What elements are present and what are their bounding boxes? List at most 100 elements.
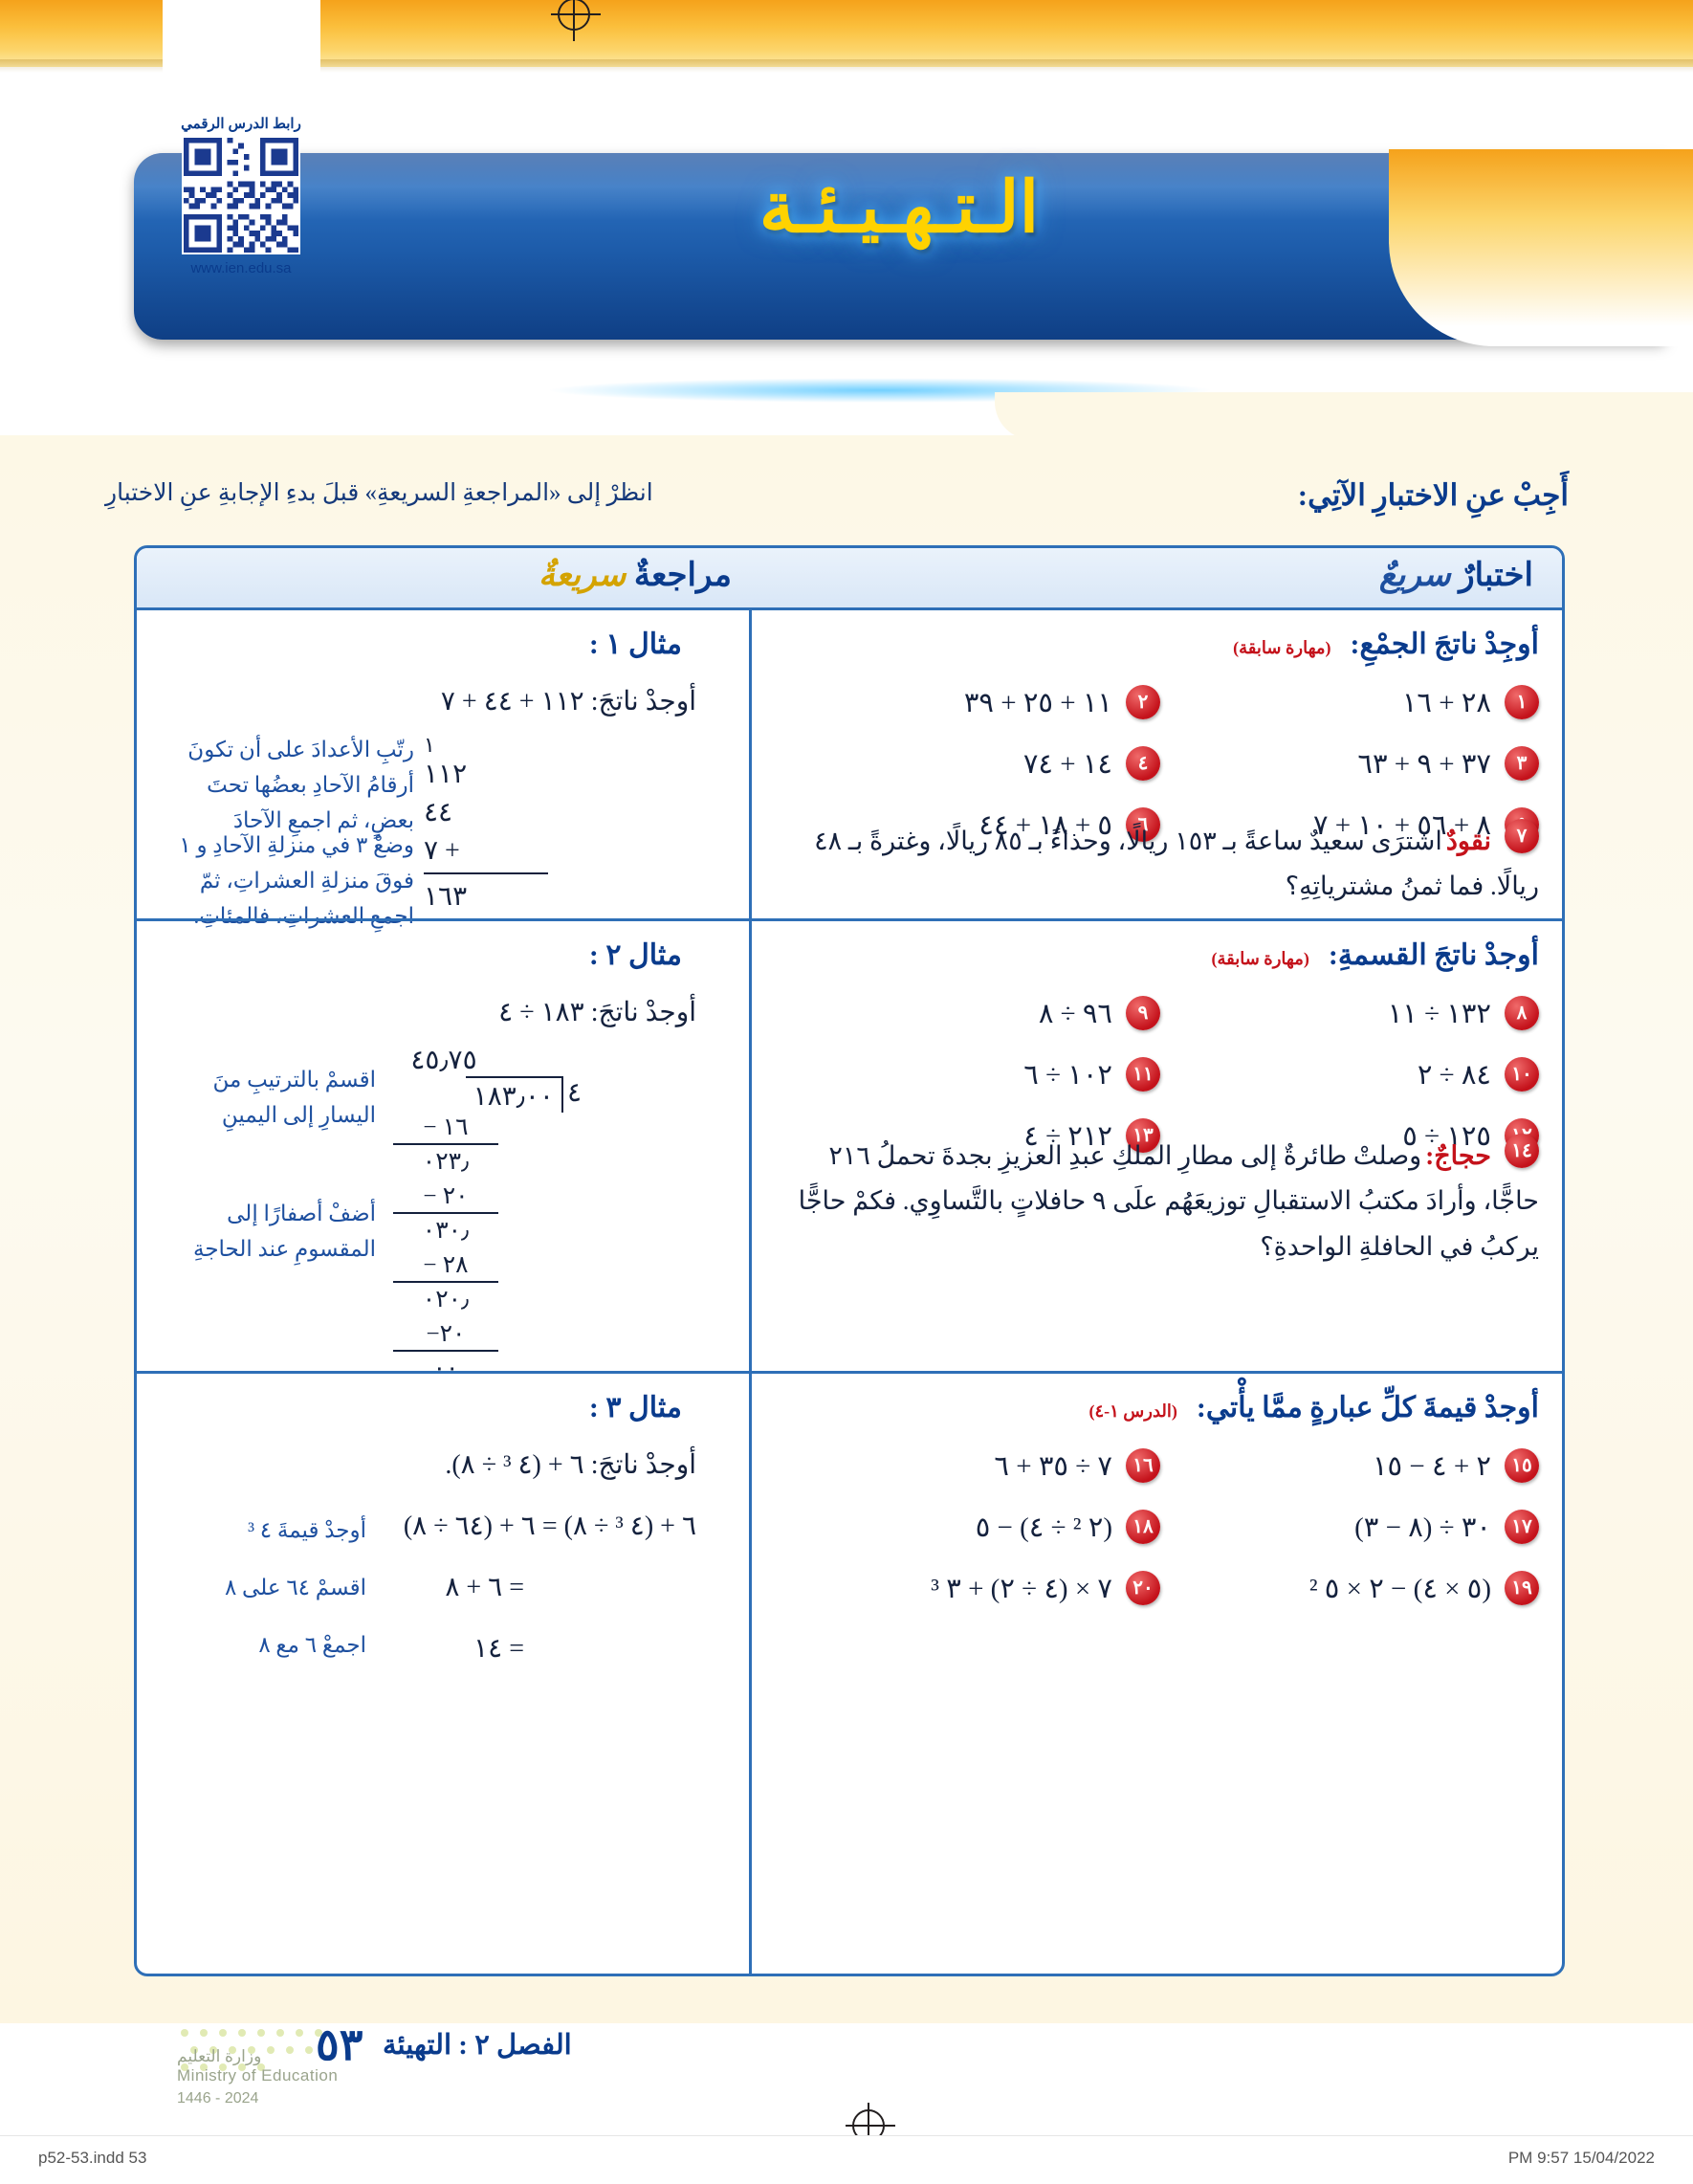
chapter-label: الفصل ٢ : التهيئة — [383, 2030, 572, 2061]
problem-number: ٧ — [1505, 819, 1539, 853]
ministry-name-english: Ministry of Education — [177, 2066, 339, 2085]
problem-number: ٢٠ — [1126, 1571, 1160, 1605]
problem-expression: ١١ + ٢٥ + ٣٩ — [963, 687, 1112, 718]
problem-item[interactable]: ٣ ٣٧ + ٩ + ٦٣ — [1176, 746, 1539, 781]
problem-expression: ١٤ + ٧٤ — [1022, 748, 1112, 780]
carry-digit: ١ — [424, 733, 435, 757]
quick-check-heading-italic: سريعٌ — [1378, 558, 1451, 593]
problem-item[interactable]: ١١ ١٠٢ ÷ ٦ — [778, 1057, 1160, 1092]
problem-number: ١٩ — [1505, 1571, 1539, 1605]
example-1-note-1: رتّبِ الأعدادَ على أن تكونَ أرقامُ الآحا… — [187, 738, 414, 832]
division-step: ٢٠− — [426, 1321, 466, 1347]
print-file-name: p52-53.indd 53 — [38, 2149, 147, 2167]
banner-corner-curve — [1389, 149, 1693, 346]
problem-expression: (٥ × ٤) − ٢ × ٥ ² — [1308, 1573, 1491, 1604]
example-3-note-3: اجمعْ ٦ مع ٨ — [258, 1633, 366, 1657]
example-1-note-2: وضعْ ٣ في منزلةِ الآحادِ و ١ فوقَ منزلةِ… — [179, 833, 414, 928]
division-step: ٠٠ — [432, 1356, 459, 1381]
problem-item[interactable]: ٢ ١١ + ٢٥ + ٣٩ — [778, 685, 1160, 719]
column-divider — [749, 607, 752, 1974]
divisor: ٤ — [566, 1078, 582, 1108]
section-2-questions: أوجدْ ناتجَ القسمةِ: (مهارة سابقة) ٨ ١٣٢… — [755, 921, 1562, 1371]
section-2-tag: (مهارة سابقة) — [1211, 949, 1309, 968]
addend-1: ١١٢ — [424, 760, 468, 789]
qr-code-icon[interactable] — [182, 136, 300, 254]
problem-item[interactable]: ١٨ (٢ ² ÷ ٤) − ٥ — [778, 1510, 1160, 1544]
row-divider-2 — [137, 1371, 1562, 1374]
problem-expression: ٨ + ٥٦ + ١٠ + ٧ — [1312, 809, 1491, 841]
ministry-year: 2024 - 1446 — [177, 2090, 259, 2107]
addend-2: ٤٤ — [424, 798, 453, 827]
problem-number: ١١ — [1126, 1057, 1160, 1092]
problem-expression: ٩٦ ÷ ٨ — [1038, 998, 1112, 1029]
word-problem-2[interactable]: ١٤ حجاجٌ: وصلتْ طائرةٌ إلى مطارِ الملكِ … — [783, 1134, 1539, 1269]
problem-expression: ٧ × (٤ ÷ ٢) + ٣ ³ — [931, 1573, 1112, 1604]
section-3-example: مثال ٣ : أوجدْ ناتجَ: ٦ + (٤ ³ ÷ ٨). ٦ +… — [137, 1374, 749, 1974]
sum-result: ١٦٣ — [424, 882, 468, 912]
division-step: ٠٣٠٫ — [422, 1218, 470, 1244]
problem-expression: ٢ + ٤ − ١٥ — [1372, 1450, 1491, 1482]
dividend: ١٨٣٫٠٠ — [465, 1076, 563, 1113]
problem-number: ١٧ — [1505, 1510, 1539, 1544]
example-2-title: مثال ٢ : — [588, 939, 682, 971]
problem-item[interactable]: ٨ ١٣٢ ÷ ١١ — [1176, 996, 1539, 1030]
problem-number: ١٣ — [1126, 1118, 1160, 1153]
problem-item[interactable]: ١٠ ٨٤ ÷ ٢ — [1176, 1057, 1539, 1092]
problem-number: ٨ — [1505, 996, 1539, 1030]
problem-number: ١٠ — [1505, 1057, 1539, 1092]
problem-item[interactable]: ١٩ (٥ × ٤) − ٢ × ٥ ² — [1176, 1571, 1539, 1605]
digital-lesson-link[interactable]: رابط الدرس الرقمي — [165, 115, 317, 306]
addend-3: + ٧ — [424, 836, 460, 866]
problem-item[interactable]: ١٥ ٢ + ٤ − ١٥ — [1176, 1448, 1539, 1483]
registration-mark-top — [551, 0, 601, 41]
print-timestamp: 15/04/2022 9:57 PM — [1507, 2149, 1655, 2167]
problem-item[interactable]: ١٦ ٧ ÷ ٣٥ + ٦ — [778, 1448, 1160, 1483]
example-3-statement: أوجدْ ناتجَ: ٦ + (٤ ³ ÷ ٨). — [445, 1450, 696, 1480]
problem-item[interactable]: ٩ ٩٦ ÷ ٨ — [778, 996, 1160, 1030]
example-1-title: مثال ١ : — [588, 629, 682, 660]
division-step: ٢٠ − — [423, 1183, 469, 1209]
qr-url[interactable]: www.ien.edu.sa — [190, 260, 292, 276]
problem-number: ٢ — [1126, 685, 1160, 719]
problem-expression: ١٠٢ ÷ ٦ — [1023, 1059, 1112, 1091]
problem-number: ١ — [1505, 685, 1539, 719]
white-notch — [163, 0, 320, 142]
footer-dot-pattern — [177, 2023, 426, 2090]
example-3-line-1-math: ٦ + (٤ ³ ÷ ٨) = ٦ + (٦٤ ÷ ٨) — [403, 1511, 696, 1541]
problem-expression: ٣٠ ÷ (٨ − ٣) — [1354, 1511, 1491, 1543]
problem-expression: ٥ + ١٨ + ٤٤ — [978, 809, 1112, 841]
section-1-example: مثال ١ : أوجدْ ناتجَ: ١١٢ + ٤٤ + ٧ ١ ١١٢… — [137, 610, 749, 928]
example-2-statement: أوجدْ ناتجَ: ١٨٣ ÷ ٤ — [498, 998, 696, 1027]
section-3-questions: أوجدْ قيمةَ كلِّ عبارةٍ ممَّا يأْتي: (ال… — [755, 1374, 1562, 1974]
word-problem-label: نقودٌ — [1445, 827, 1491, 855]
table-header: اختبارٌ سريعٌ مراجعةٌ سريعةٌ — [137, 548, 1562, 610]
problem-number: ١٨ — [1126, 1510, 1160, 1544]
problem-item[interactable]: ٦ ٥ + ١٨ + ٤٤ — [778, 807, 1160, 842]
word-problem-label: حجاجٌ: — [1425, 1141, 1491, 1170]
word-problem-text: اشترَى سعيدٌ ساعةً بـ ١٥٣ ريالًا، وحذاءً… — [814, 827, 1539, 901]
problem-item[interactable]: ١ ٢٨ + ١٦ — [1176, 685, 1539, 719]
problem-expression: ٣٧ + ٩ + ٦٣ — [1357, 748, 1491, 780]
quick-review-heading-plain: مراجعةٌ — [633, 558, 732, 593]
example-3-note-1: أوجدْ قيمةَ ٤ ³ — [248, 1518, 366, 1542]
page-title: الـتـهـيـئـة — [759, 169, 1040, 248]
band-shadow — [0, 59, 1693, 73]
problem-number: ١٦ — [1126, 1448, 1160, 1483]
problem-number: ٣ — [1505, 746, 1539, 781]
word-problem-1[interactable]: ٧ نقودٌ اشترَى سعيدٌ ساعةً بـ ١٥٣ ريالًا… — [783, 819, 1539, 910]
problem-expression: ٧ ÷ ٣٥ + ٦ — [994, 1450, 1112, 1482]
problem-item[interactable]: ٤ ١٤ + ٧٤ — [778, 746, 1160, 781]
instruction-right: أَجِبْ عنِ الاختبارِ الآتِي: — [1297, 478, 1569, 512]
headline-row: أَجِبْ عنِ الاختبارِ الآتِي: انظرْ إلى «… — [105, 478, 1569, 513]
lesson-title-banner: الـتـهـيـئـة — [134, 149, 1693, 403]
problem-item[interactable]: ١٣ ٢١٢ ÷ ٤ — [778, 1118, 1160, 1153]
problem-item[interactable]: ٢٠ ٧ × (٤ ÷ ٢) + ٣ ³ — [778, 1571, 1160, 1605]
quotient: ٤٥٫٧٥ — [410, 1046, 477, 1075]
division-step: ٠٢٣٫ — [422, 1149, 470, 1175]
example-1-computation: ١ ١١٢ ٤٤ + ٧ ١٦٣ — [424, 733, 548, 913]
problem-number: ١٥ — [1505, 1448, 1539, 1483]
section-2-example: مثال ٢ : أوجدْ ناتجَ: ١٨٣ ÷ ٤ ٤٥٫٧٥ ٤ ١٨… — [137, 921, 749, 1381]
example-2-note-2: أضفْ أصفارًا إلى المقسومِ عند الحاجةِ — [192, 1202, 376, 1261]
example-2-long-division: ٤٥٫٧٥ ٤ ١٨٣٫٠٠ ١٦ − ٠٢٣٫ ٢٠ − ٠٣٠٫ ٢٨ − … — [342, 1044, 582, 1382]
problem-item[interactable]: ١٧ ٣٠ ÷ (٨ − ٣) — [1176, 1510, 1539, 1544]
